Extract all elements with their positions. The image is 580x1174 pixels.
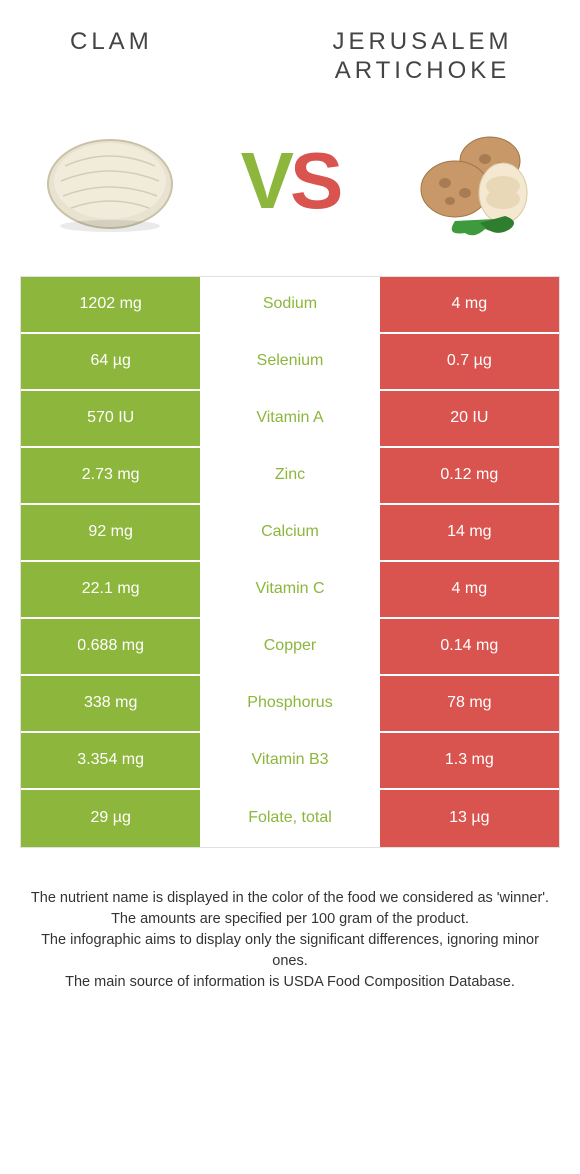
cell-right-value: 4 mg bbox=[380, 277, 559, 332]
cell-right-value: 4 mg bbox=[380, 562, 559, 617]
cell-right-value: 0.12 mg bbox=[380, 448, 559, 503]
cell-left-value: 22.1 mg bbox=[21, 562, 200, 617]
clam-image bbox=[30, 116, 190, 246]
cell-left-value: 92 mg bbox=[21, 505, 200, 560]
cell-nutrient-label: Vitamin C bbox=[200, 562, 379, 617]
table-row: 1202 mgSodium4 mg bbox=[21, 277, 559, 334]
cell-right-value: 13 µg bbox=[380, 790, 559, 847]
table-row: 338 mgPhosphorus78 mg bbox=[21, 676, 559, 733]
cell-right-value: 1.3 mg bbox=[380, 733, 559, 788]
header: Clam Jerusalem artichoke bbox=[0, 0, 580, 106]
artichoke-image bbox=[390, 116, 550, 246]
footnotes: The nutrient name is displayed in the co… bbox=[0, 848, 580, 1013]
cell-right-value: 78 mg bbox=[380, 676, 559, 731]
cell-left-value: 64 µg bbox=[21, 334, 200, 389]
cell-nutrient-label: Vitamin B3 bbox=[200, 733, 379, 788]
table-row: 22.1 mgVitamin C4 mg bbox=[21, 562, 559, 619]
cell-right-value: 20 IU bbox=[380, 391, 559, 446]
cell-left-value: 338 mg bbox=[21, 676, 200, 731]
footnote-line: The infographic aims to display only the… bbox=[30, 930, 550, 972]
cell-nutrient-label: Vitamin A bbox=[200, 391, 379, 446]
table-row: 64 µgSelenium0.7 µg bbox=[21, 334, 559, 391]
cell-right-value: 0.14 mg bbox=[380, 619, 559, 674]
cell-left-value: 2.73 mg bbox=[21, 448, 200, 503]
cell-nutrient-label: Folate, total bbox=[200, 790, 379, 847]
vs-label: VS bbox=[241, 135, 340, 227]
table-row: 2.73 mgZinc0.12 mg bbox=[21, 448, 559, 505]
vs-v: V bbox=[241, 135, 290, 227]
title-left: Clam bbox=[40, 28, 305, 86]
cell-nutrient-label: Copper bbox=[200, 619, 379, 674]
title-right: Jerusalem artichoke bbox=[305, 28, 540, 86]
table-row: 3.354 mgVitamin B31.3 mg bbox=[21, 733, 559, 790]
table-row: 29 µgFolate, total13 µg bbox=[21, 790, 559, 847]
footnote-line: The amounts are specified per 100 gram o… bbox=[30, 909, 550, 930]
vs-s: S bbox=[290, 135, 339, 227]
comparison-table: 1202 mgSodium4 mg64 µgSelenium0.7 µg570 … bbox=[20, 276, 560, 848]
cell-nutrient-label: Selenium bbox=[200, 334, 379, 389]
cell-nutrient-label: Phosphorus bbox=[200, 676, 379, 731]
hero-row: VS bbox=[0, 106, 580, 276]
footnote-line: The main source of information is USDA F… bbox=[30, 972, 550, 993]
cell-left-value: 0.688 mg bbox=[21, 619, 200, 674]
cell-left-value: 29 µg bbox=[21, 790, 200, 847]
cell-nutrient-label: Zinc bbox=[200, 448, 379, 503]
cell-nutrient-label: Calcium bbox=[200, 505, 379, 560]
cell-left-value: 570 IU bbox=[21, 391, 200, 446]
cell-right-value: 0.7 µg bbox=[380, 334, 559, 389]
footnote-line: The nutrient name is displayed in the co… bbox=[30, 888, 550, 909]
cell-left-value: 3.354 mg bbox=[21, 733, 200, 788]
cell-left-value: 1202 mg bbox=[21, 277, 200, 332]
cell-right-value: 14 mg bbox=[380, 505, 559, 560]
table-row: 92 mgCalcium14 mg bbox=[21, 505, 559, 562]
table-row: 0.688 mgCopper0.14 mg bbox=[21, 619, 559, 676]
cell-nutrient-label: Sodium bbox=[200, 277, 379, 332]
table-row: 570 IUVitamin A20 IU bbox=[21, 391, 559, 448]
